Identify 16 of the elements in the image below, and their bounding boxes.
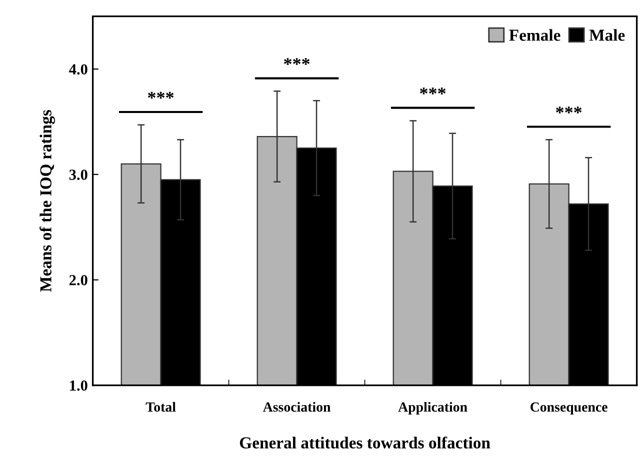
x-tick-label: Application	[398, 402, 468, 415]
y-tick-label: 2.0	[69, 275, 88, 286]
legend-label: Female	[509, 29, 560, 41]
y-tick-label: 4.0	[69, 64, 88, 75]
y-tick-label: 3.0	[69, 170, 88, 180]
x-tick-label: Consequence	[530, 402, 608, 415]
y-tick-label: 1.0	[70, 380, 88, 391]
legend-label: Male	[589, 29, 625, 41]
annotation: ***	[148, 92, 174, 99]
annotation: ***	[420, 88, 446, 94]
x-tick-label: Association	[262, 402, 331, 412]
annotation: ***	[284, 58, 310, 65]
y-axis-title: Means of the IOQ ratings	[40, 110, 55, 292]
annotation: ***	[556, 106, 582, 114]
x-tick-label: Total	[146, 402, 176, 412]
x-axis-title: General attitudes towards olfaction	[240, 436, 490, 449]
